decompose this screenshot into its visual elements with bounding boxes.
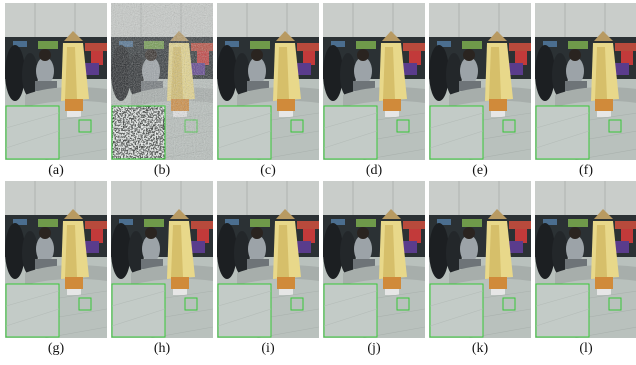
- panel-label: (j): [367, 341, 381, 356]
- panel-image: [323, 3, 425, 160]
- panel-label: (l): [579, 341, 593, 356]
- panel-image: [323, 181, 425, 338]
- panel-label: (e): [472, 163, 488, 178]
- panel: (b): [111, 3, 213, 178]
- panel: (e): [429, 3, 531, 178]
- panel-label: (f): [579, 163, 593, 178]
- panel-label: (h): [154, 341, 171, 356]
- panel-label: (k): [472, 341, 489, 356]
- panel-image: [429, 181, 531, 338]
- panel-image: [5, 181, 107, 338]
- panel-label: (c): [260, 163, 276, 178]
- panel: (j): [323, 181, 425, 356]
- panel-label: (i): [261, 341, 275, 356]
- panel: (a): [5, 3, 107, 178]
- panel-image: [111, 181, 213, 338]
- panel: (g): [5, 181, 107, 356]
- panel: (h): [111, 181, 213, 356]
- panel: (c): [217, 3, 319, 178]
- panel: (k): [429, 181, 531, 356]
- panel-image: [535, 181, 636, 338]
- panel-image: [535, 3, 636, 160]
- panel-image: [217, 181, 319, 338]
- noise-inset: [112, 106, 165, 159]
- panel-image: [5, 3, 107, 160]
- panel-label: (a): [48, 163, 64, 178]
- panel: (d): [323, 3, 425, 178]
- panel-label: (d): [366, 163, 383, 178]
- panel-label: (b): [154, 163, 171, 178]
- panel: (l): [535, 181, 636, 356]
- figure: (a) (b) (c) (d) (e) (f) (g) (h) (i) (j) (k) (l): [0, 0, 636, 360]
- panel: (f): [535, 3, 636, 178]
- panel-label: (g): [48, 341, 65, 356]
- panel: (i): [217, 181, 319, 356]
- panel-image: [429, 3, 531, 160]
- panel-image: [217, 3, 319, 160]
